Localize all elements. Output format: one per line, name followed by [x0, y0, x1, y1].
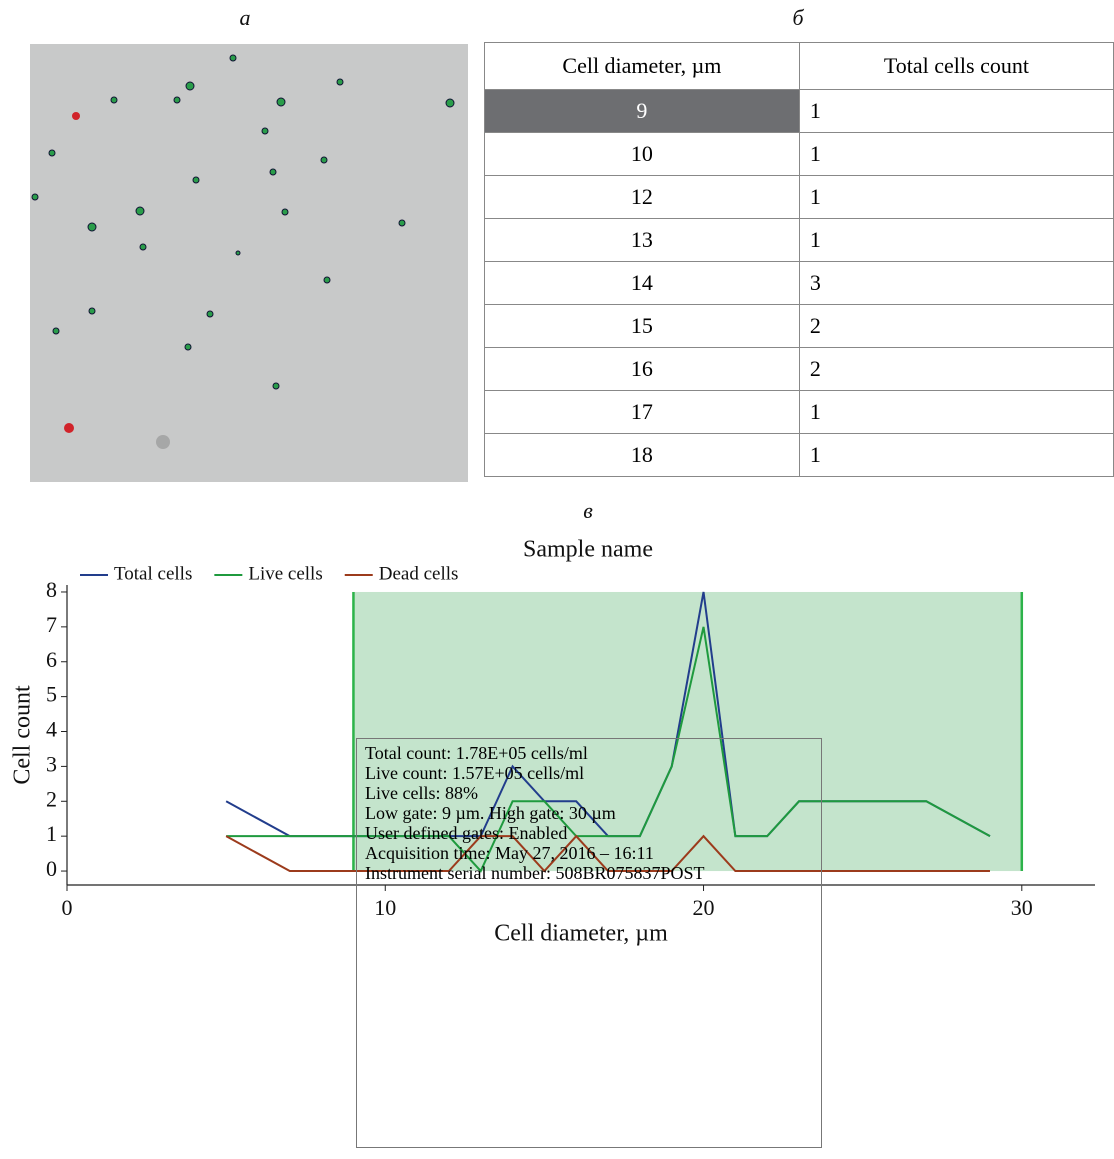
table-cell: 1 — [799, 391, 1113, 434]
info-line: Instrument serial number: 508BR075837POS… — [365, 863, 821, 883]
table-header: Cell diameter, µm — [485, 43, 800, 90]
table-cell: 1 — [799, 434, 1113, 477]
info-line: Live cells: 88% — [365, 783, 821, 803]
y-tick-label: 5 — [46, 682, 57, 707]
table-cell: 10 — [485, 133, 800, 176]
y-tick-label: 7 — [46, 612, 57, 637]
y-tick-label: 3 — [46, 751, 57, 776]
y-tick-label: 1 — [46, 821, 57, 846]
legend-label: Live cells — [248, 563, 322, 584]
panel-label: б — [792, 5, 804, 30]
legend-label: Total cells — [114, 563, 192, 584]
legend-label: Dead cells — [379, 563, 459, 584]
table-cell: 3 — [799, 262, 1113, 305]
table-cell: 16 — [485, 348, 800, 391]
y-tick-label: 8 — [46, 577, 57, 602]
table-cell: 15 — [485, 305, 800, 348]
table-cell: 2 — [799, 348, 1113, 391]
table-cell: 1 — [799, 133, 1113, 176]
y-axis-label: Cell count — [10, 685, 36, 785]
y-tick-label: 6 — [46, 647, 57, 672]
y-tick-label: 0 — [46, 856, 57, 881]
table-cell: 1 — [799, 219, 1113, 262]
table-cell: 9 — [485, 90, 800, 133]
panel-label: а — [240, 5, 251, 30]
table-cell: 17 — [485, 391, 800, 434]
info-line: User defined gates: Enabled — [365, 823, 821, 843]
info-line: Acquisition time: May 27, 2016 – 16:11 — [365, 843, 821, 863]
micrograph — [30, 44, 468, 482]
info-line: Total count: 1.78E+05 cells/ml — [365, 743, 821, 763]
table-cell: 12 — [485, 176, 800, 219]
panel-label: в — [583, 498, 593, 523]
table-cell: 2 — [799, 305, 1113, 348]
table-cell: 13 — [485, 219, 800, 262]
table-header: Total cells count — [799, 43, 1113, 90]
chart-title: Sample name — [523, 537, 653, 563]
table-cell: 18 — [485, 434, 800, 477]
x-tick-label: 0 — [62, 895, 73, 920]
y-tick-label: 2 — [46, 786, 57, 811]
x-tick-label: 30 — [1011, 895, 1033, 920]
table-cell: 1 — [799, 176, 1113, 219]
table-cell: 1 — [799, 90, 1113, 133]
y-tick-label: 4 — [46, 717, 57, 742]
info-line: Live count: 1.57E+05 cells/ml — [365, 763, 821, 783]
info-line: Low gate: 9 µm. High gate: 30 µm — [365, 803, 821, 823]
figure: а б в г Sample name0123456780102030Cell … — [0, 0, 1114, 1159]
table-cell: 14 — [485, 262, 800, 305]
